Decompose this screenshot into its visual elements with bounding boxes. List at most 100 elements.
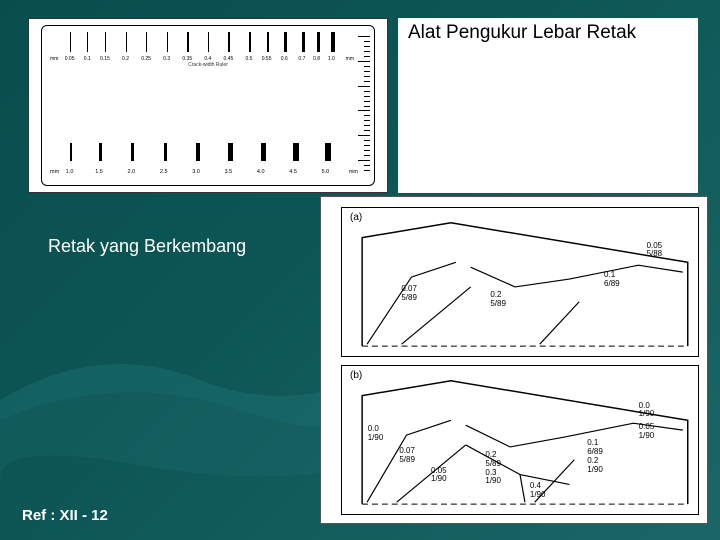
gauge-bottom-tick (325, 143, 331, 161)
gauge-card: mm mm 0.050.10.150.20.250.30.350.40.450.… (41, 25, 375, 186)
gauge-bottom-scale: mm mm 1.01.52.02.53.03.54.04.55.0 (52, 139, 346, 179)
crack-annotation: 0.2 5/89 (485, 451, 501, 469)
gauge-top-tick (208, 32, 210, 52)
gauge-top-tick (70, 32, 71, 52)
gauge-bottom-tick (99, 143, 102, 161)
crack-annotation: 0.2 5/89 (490, 291, 506, 309)
gauge-top-tick (146, 32, 147, 52)
gauge-top-tick (126, 32, 127, 52)
gauge-top-label: 0.05 (65, 56, 75, 62)
gauge-right-tick (364, 140, 370, 141)
gauge-top-label: 0.5 (245, 56, 252, 62)
gauge-right-tick (358, 36, 370, 37)
gauge-top-label: 0.2 (122, 56, 129, 62)
gauge-top-tick (302, 32, 305, 52)
gauge-right-tick (358, 86, 370, 87)
gauge-right-tick (364, 120, 370, 121)
gauge-top-label: 0.55 (262, 56, 272, 62)
crack-diagram-b: (b) 0.0 1/900.07 5/890.2 5/890.3 1/900.4… (341, 365, 699, 515)
crack-annotation: 0.05 5/88 (647, 242, 663, 260)
gauge-right-tick (364, 115, 370, 116)
crack-annotation: 0.05 1/90 (431, 467, 447, 485)
gauge-bottom-label: 1.0 (66, 169, 74, 175)
crack-annotation: 0.1 6/89 (604, 271, 620, 289)
footer-reference: Ref : XII - 12 (22, 507, 108, 524)
gauge-right-tick (364, 96, 370, 97)
gauge-right-ruler (352, 36, 370, 175)
gauge-bottom-label: 5.0 (322, 169, 330, 175)
gauge-right-tick (364, 56, 370, 57)
gauge-right-tick (364, 125, 370, 126)
gauge-bottom-tick (228, 143, 233, 161)
crack-annotation: 0.4 1/90 (530, 482, 546, 500)
gauge-right-tick (364, 41, 370, 42)
gauge-top-label: 0.6 (281, 56, 288, 62)
gauge-right-tick (364, 46, 370, 47)
crack-annotation: 0.07 5/89 (399, 447, 415, 465)
crack-diagram-a: (a) 0.07 5/890.2 5/890.1 6/890.05 5/88 (341, 207, 699, 357)
gauge-bottom-tick (293, 143, 299, 161)
gauge-bottom-unit-left: mm (50, 169, 59, 175)
gauge-top-tick (105, 32, 106, 52)
gauge-bottom-label: 4.0 (257, 169, 265, 175)
gauge-right-tick (364, 155, 370, 156)
gauge-top-label: 1.0 (328, 56, 335, 62)
gauge-right-tick (364, 91, 370, 92)
gauge-right-tick (364, 81, 370, 82)
gauge-right-tick (364, 150, 370, 151)
gauge-right-tick (364, 170, 370, 171)
gauge-center-label: Crack-width Ruler (188, 62, 228, 68)
gauge-bottom-tick (131, 143, 134, 161)
gauge-right-tick (364, 106, 370, 107)
gauge-top-label: 0.1 (84, 56, 91, 62)
title-sub: Retak yang Berkembang (48, 236, 246, 257)
gauge-top-label: 0.3 (163, 56, 170, 62)
gauge-bottom-tick (70, 143, 72, 161)
crack-annotation: 0.07 5/89 (401, 285, 417, 303)
gauge-right-tick (364, 76, 370, 77)
gauge-top-label: 0.15 (100, 56, 110, 62)
gauge-right-tick (364, 51, 370, 52)
gauge-top-tick (249, 32, 251, 52)
gauge-bottom-label: 3.5 (225, 169, 233, 175)
gauge-right-tick (364, 165, 370, 166)
crack-annotation: 0.0 1/90 (639, 402, 655, 420)
gauge-top-tick (331, 32, 335, 52)
gauge-right-tick (358, 160, 370, 161)
gauge-bottom-tick (164, 143, 168, 161)
gauge-bottom-unit-right: mm (349, 169, 358, 175)
gauge-top-tick (87, 32, 88, 52)
gauge-panel: mm mm 0.050.10.150.20.250.30.350.40.450.… (28, 18, 388, 193)
gauge-top-label: 0.25 (141, 56, 151, 62)
gauge-bottom-label: 3.0 (192, 169, 200, 175)
gauge-bottom-label: 2.5 (160, 169, 168, 175)
gauge-right-tick (364, 130, 370, 131)
gauge-right-tick (364, 101, 370, 102)
gauge-right-tick (364, 66, 370, 67)
gauge-right-tick (358, 110, 370, 111)
gauge-bottom-label: 4.5 (289, 169, 297, 175)
gauge-right-tick (364, 71, 370, 72)
gauge-bottom-label: 1.5 (95, 169, 103, 175)
gauge-bottom-tick (196, 143, 200, 161)
gauge-top-tick (187, 32, 188, 52)
gauge-bottom-label: 2.0 (128, 169, 136, 175)
crack-diagram-panel: (a) 0.07 5/890.2 5/890.1 6/890.05 5/88 (… (320, 196, 708, 524)
gauge-top-label: 0.8 (313, 56, 320, 62)
crack-annotation: 0.0 1/90 (368, 425, 384, 443)
crack-annotation: 0.05 1/90 (639, 423, 655, 441)
gauge-bottom-tick (261, 143, 266, 161)
gauge-top-tick (284, 32, 286, 52)
gauge-top-label: 0.7 (298, 56, 305, 62)
gauge-right-tick (364, 145, 370, 146)
gauge-top-unit-left: mm (50, 56, 58, 62)
gauge-top-tick (228, 32, 230, 52)
crack-annotation: 0.3 1/90 (485, 469, 501, 487)
crack-annotation: 0.1 6/89 (587, 439, 603, 457)
crack-annotation: 0.2 1/90 (587, 457, 603, 475)
gauge-top-tick (167, 32, 168, 52)
gauge-top-tick (267, 32, 269, 52)
gauge-top-tick (317, 32, 320, 52)
gauge-right-tick (358, 135, 370, 136)
title-main: Alat Pengukur Lebar Retak (398, 18, 698, 193)
